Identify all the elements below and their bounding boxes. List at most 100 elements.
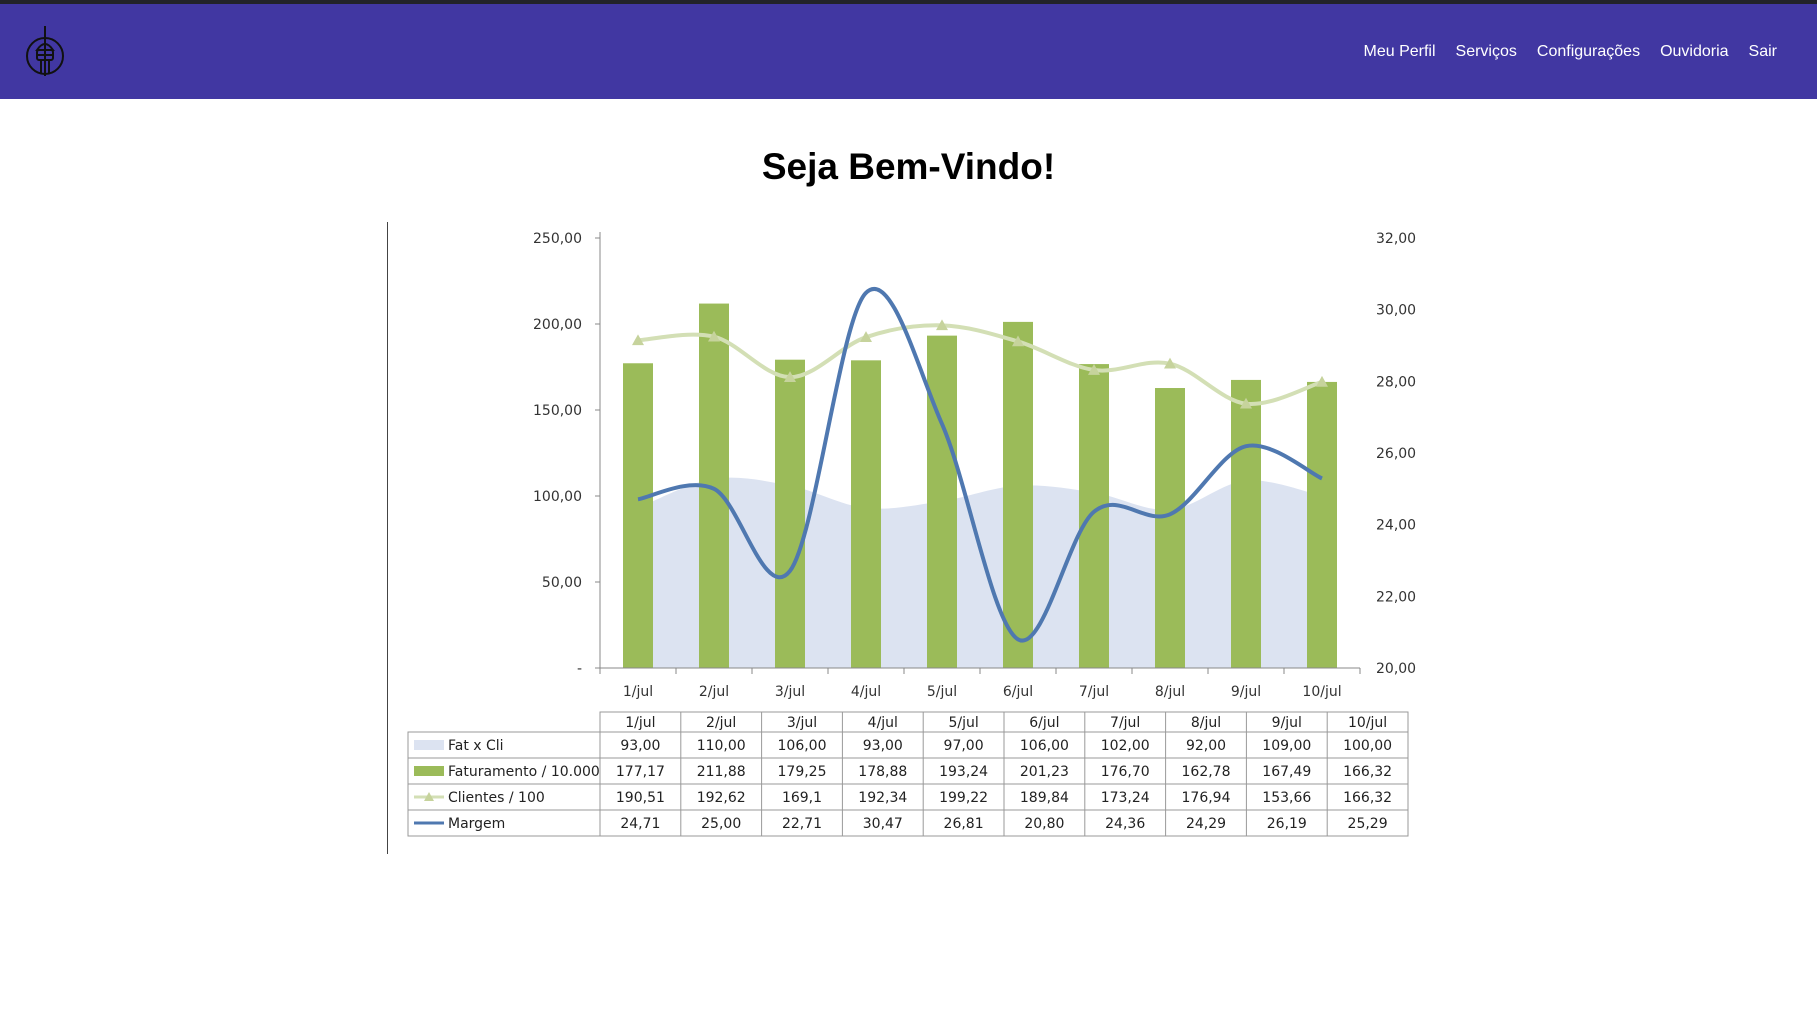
table-cell: 176,94 bbox=[1182, 790, 1231, 806]
point-clientes-5 bbox=[936, 319, 948, 331]
tower-logo-icon[interactable] bbox=[24, 24, 66, 80]
page-title: Seja Bem-Vindo! bbox=[761, 146, 1056, 187]
y-right-tick-label: 28,00 bbox=[1376, 374, 1416, 390]
table-cell: 201,23 bbox=[1020, 764, 1069, 780]
x-tick-label: 2/jul bbox=[699, 684, 729, 700]
x-tick-label: 8/jul bbox=[1155, 684, 1185, 700]
nav-link-meu-perfil[interactable]: Meu Perfil bbox=[1363, 42, 1436, 60]
y-left-tick-label: 250,00 bbox=[533, 231, 582, 247]
x-tick-label: 1/jul bbox=[623, 684, 653, 700]
table-header-cell: 1/jul bbox=[625, 715, 655, 731]
point-clientes-7 bbox=[1088, 364, 1100, 375]
table-series-label: Clientes / 100 bbox=[448, 790, 545, 806]
series-fat-x-cli-area bbox=[638, 477, 1322, 668]
table-header-cell: 3/jul bbox=[787, 715, 817, 731]
table-header-cell: 6/jul bbox=[1029, 715, 1059, 731]
table-cell: 192,34 bbox=[858, 790, 907, 806]
table-header-cell: 4/jul bbox=[868, 715, 898, 731]
point-clientes-10 bbox=[1316, 375, 1328, 387]
x-tick-label: 4/jul bbox=[851, 684, 881, 700]
nav-link-configuracoes[interactable]: Configurações bbox=[1536, 42, 1641, 60]
table-cell: 26,19 bbox=[1267, 816, 1307, 832]
point-clientes-2 bbox=[708, 330, 720, 342]
table-cell: 178,88 bbox=[858, 764, 907, 780]
legend-key-bar bbox=[414, 766, 444, 776]
table-cell: 22,71 bbox=[782, 816, 822, 832]
bar-faturamento-6 bbox=[1003, 321, 1033, 668]
table-cell: 109,00 bbox=[1262, 738, 1311, 754]
y-right-tick-label: 24,00 bbox=[1376, 518, 1416, 534]
nav-links: Meu Perfil Serviços Configurações Ouvido… bbox=[1344, 4, 1778, 99]
table-header-cell: 9/jul bbox=[1272, 715, 1302, 731]
table-cell: 190,51 bbox=[616, 790, 665, 806]
legend-key-area bbox=[414, 740, 444, 750]
bar-faturamento-5 bbox=[927, 335, 957, 668]
table-header-cell: 5/jul bbox=[948, 715, 978, 731]
y-right-tick-label: 20,00 bbox=[1376, 661, 1416, 677]
x-tick-label: 10/jul bbox=[1302, 684, 1341, 700]
nav-link-sair[interactable]: Sair bbox=[1748, 42, 1777, 60]
nav-link-ouvidoria[interactable]: Ouvidoria bbox=[1660, 42, 1729, 60]
table-cell: 26,81 bbox=[944, 816, 984, 832]
table-cell: 97,00 bbox=[944, 738, 984, 754]
navbar: Meu Perfil Serviços Configurações Ouvido… bbox=[0, 4, 1817, 99]
table-cell: 177,17 bbox=[616, 764, 665, 780]
table-cell: 106,00 bbox=[1020, 738, 1069, 754]
table-cell: 173,24 bbox=[1101, 790, 1150, 806]
bar-faturamento-3 bbox=[775, 359, 805, 668]
table-cell: 110,00 bbox=[697, 738, 746, 754]
y-left-tick-label: 150,00 bbox=[533, 403, 582, 419]
table-cell: 25,00 bbox=[701, 816, 741, 832]
y-left-tick-label: 200,00 bbox=[533, 317, 582, 333]
bar-faturamento-7 bbox=[1079, 364, 1109, 668]
table-cell: 30,47 bbox=[863, 816, 903, 832]
table-series-label: Margem bbox=[448, 816, 505, 832]
bar-faturamento-4 bbox=[851, 360, 881, 668]
series-clientes-line bbox=[637, 323, 1323, 406]
y-right-tick-label: 26,00 bbox=[1376, 446, 1416, 462]
bar-faturamento-8 bbox=[1155, 388, 1185, 668]
table-cell: 102,00 bbox=[1101, 738, 1150, 754]
point-clientes-9 bbox=[1240, 397, 1252, 409]
x-tick-label: 6/jul bbox=[1003, 684, 1033, 700]
content-divider bbox=[387, 222, 388, 854]
table-cell: 193,24 bbox=[939, 764, 988, 780]
bar-faturamento-1 bbox=[623, 363, 653, 668]
y-left-tick-label: 100,00 bbox=[533, 489, 582, 505]
table-cell: 92,00 bbox=[1186, 738, 1226, 754]
table-header-cell: 7/jul bbox=[1110, 715, 1140, 731]
point-clientes-6 bbox=[1012, 335, 1024, 347]
table-cell: 24,36 bbox=[1105, 816, 1145, 832]
y-right-tick-label: 22,00 bbox=[1376, 589, 1416, 605]
bar-faturamento-10 bbox=[1307, 381, 1337, 668]
x-tick-label: 7/jul bbox=[1079, 684, 1109, 700]
table-cell: 176,70 bbox=[1101, 764, 1150, 780]
bar-faturamento-9 bbox=[1231, 379, 1261, 668]
y-left-tick-label: - bbox=[577, 661, 582, 677]
table-cell: 100,00 bbox=[1343, 738, 1392, 754]
y-right-tick-label: 30,00 bbox=[1376, 303, 1416, 319]
series-margem-line bbox=[637, 287, 1323, 643]
table-cell: 153,66 bbox=[1262, 790, 1311, 806]
table-cell: 93,00 bbox=[863, 738, 903, 754]
table-header-cell: 10/jul bbox=[1348, 715, 1387, 731]
table-cell: 25,29 bbox=[1348, 816, 1388, 832]
y-right-tick-label: 32,00 bbox=[1376, 231, 1416, 247]
table-cell: 211,88 bbox=[697, 764, 746, 780]
point-clientes-1 bbox=[632, 334, 644, 346]
table-cell: 24,71 bbox=[620, 816, 660, 832]
table-cell: 20,80 bbox=[1024, 816, 1064, 832]
point-clientes-4 bbox=[860, 331, 872, 342]
table-cell: 167,49 bbox=[1262, 764, 1311, 780]
table-cell: 162,78 bbox=[1182, 764, 1231, 780]
table-cell: 189,84 bbox=[1020, 790, 1069, 806]
combo-chart: - 50,00 100,00 150,00 200,00 250,00 20,00 22,00… bbox=[407, 231, 1416, 837]
nav-link-servicos[interactable]: Serviços bbox=[1455, 42, 1517, 60]
legend-key-marker bbox=[424, 792, 434, 801]
table-cell: 93,00 bbox=[620, 738, 660, 754]
table-header-cell: 8/jul bbox=[1191, 715, 1221, 731]
table-series-label: Fat x Cli bbox=[448, 738, 504, 754]
table-series-label: Faturamento / 10.000 bbox=[448, 764, 600, 780]
table-cell: 179,25 bbox=[778, 764, 827, 780]
y-left-tick-label: 50,00 bbox=[542, 575, 582, 591]
